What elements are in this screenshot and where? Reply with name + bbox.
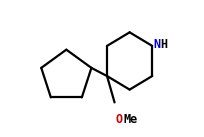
Text: Me: Me	[123, 113, 137, 126]
Text: N: N	[152, 38, 159, 51]
Text: O: O	[115, 113, 122, 126]
Text: H: H	[160, 38, 167, 51]
